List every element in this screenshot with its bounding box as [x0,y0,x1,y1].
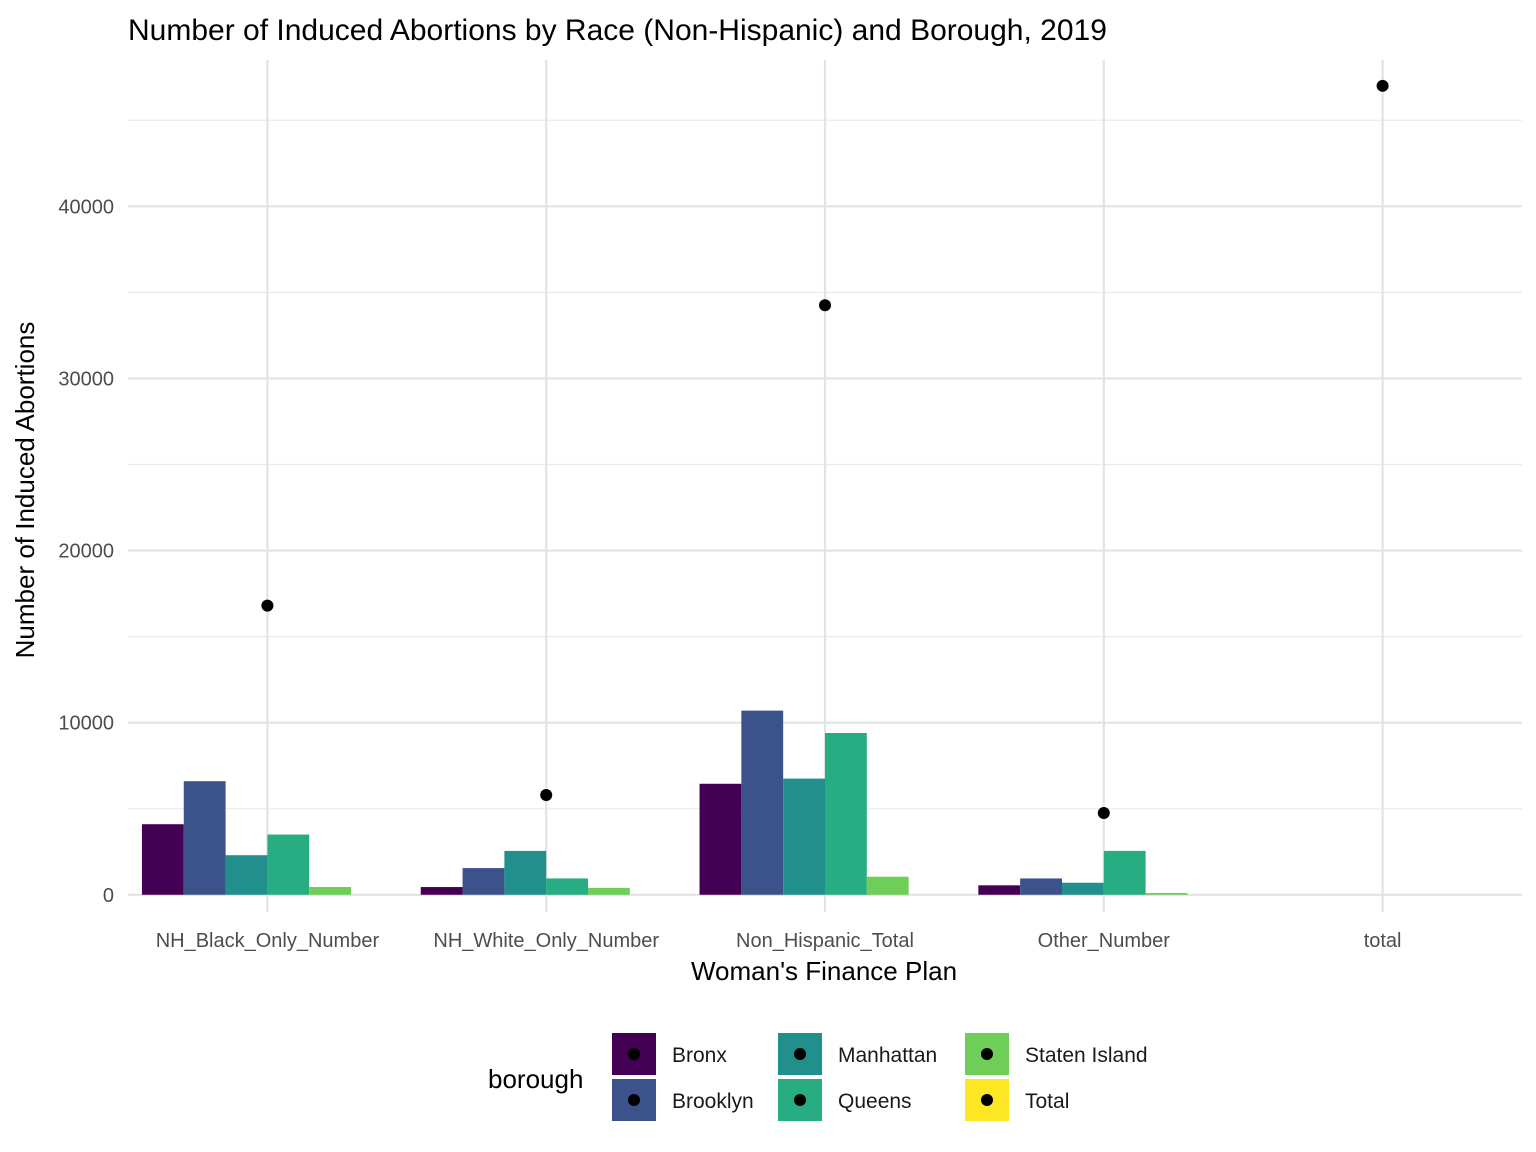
legend: borough Bronx Brooklyn Manhattan Queens Stat… [488,1033,1148,1121]
bar [546,878,589,895]
legend-point [794,1094,806,1106]
legend-item: Total [965,1079,1069,1121]
legend-label: Brooklyn [672,1090,754,1113]
bar [699,783,742,895]
bar [141,824,184,895]
y-tick-label: 10000 [58,713,114,735]
data-point [1376,79,1389,92]
bar [741,710,784,895]
data-point [261,599,274,612]
bar [462,868,505,895]
bar [267,834,310,895]
y-tick-label: 20000 [58,541,114,563]
legend-point [981,1094,993,1106]
x-tick-label: Other_Number [1038,930,1171,952]
legend-item: Manhattan [778,1033,937,1075]
legend-point [981,1048,993,1060]
x-tick-label: Non_Hispanic_Total [736,930,914,952]
grid [128,60,1522,912]
points [261,79,1389,820]
legend-item: Queens [778,1079,912,1121]
data-point [819,299,831,312]
x-tick-label: NH_Black_Only_Number [156,930,380,952]
bar [978,885,1021,895]
legend-point [794,1048,806,1060]
legend-item: Brooklyn [612,1079,754,1121]
bars [141,710,1188,895]
bar [420,887,463,895]
bar [866,876,909,895]
bar [1103,850,1146,895]
y-tick-label: 40000 [58,196,114,218]
bar [1145,893,1188,895]
tick-labels: 0 10000 20000 30000 40000 NH_Black_Only_Numbe… [58,196,1401,952]
legend-point [628,1048,640,1060]
bar [1020,878,1062,895]
chart-title: Number of Induced Abortions by Race (Non… [128,14,1107,47]
data-point [1097,807,1110,820]
legend-item: Bronx [612,1033,727,1075]
bar [588,887,630,895]
legend-item: Staten Island [965,1033,1148,1075]
bar [504,850,547,895]
x-tick-label: total [1364,930,1402,952]
bar [1061,882,1104,895]
x-axis-title: Woman's Finance Plan [691,956,957,986]
bar [309,887,352,895]
bar [183,781,226,895]
legend-label: Queens [838,1090,912,1113]
x-tick-label: NH_White_Only_Number [433,930,659,952]
y-axis-title: Number of Induced Abortions [10,322,40,659]
data-point [540,788,553,801]
y-tick-label: 0 [103,885,114,907]
legend-title: borough [488,1064,583,1094]
legend-point [628,1094,640,1106]
legend-label: Bronx [672,1044,727,1067]
bar [783,778,825,895]
y-tick-label: 30000 [58,368,114,390]
bar [225,855,268,895]
legend-label: Total [1025,1090,1069,1113]
bar [825,732,867,895]
legend-label: Manhattan [838,1044,937,1067]
legend-label: Staten Island [1025,1044,1148,1067]
